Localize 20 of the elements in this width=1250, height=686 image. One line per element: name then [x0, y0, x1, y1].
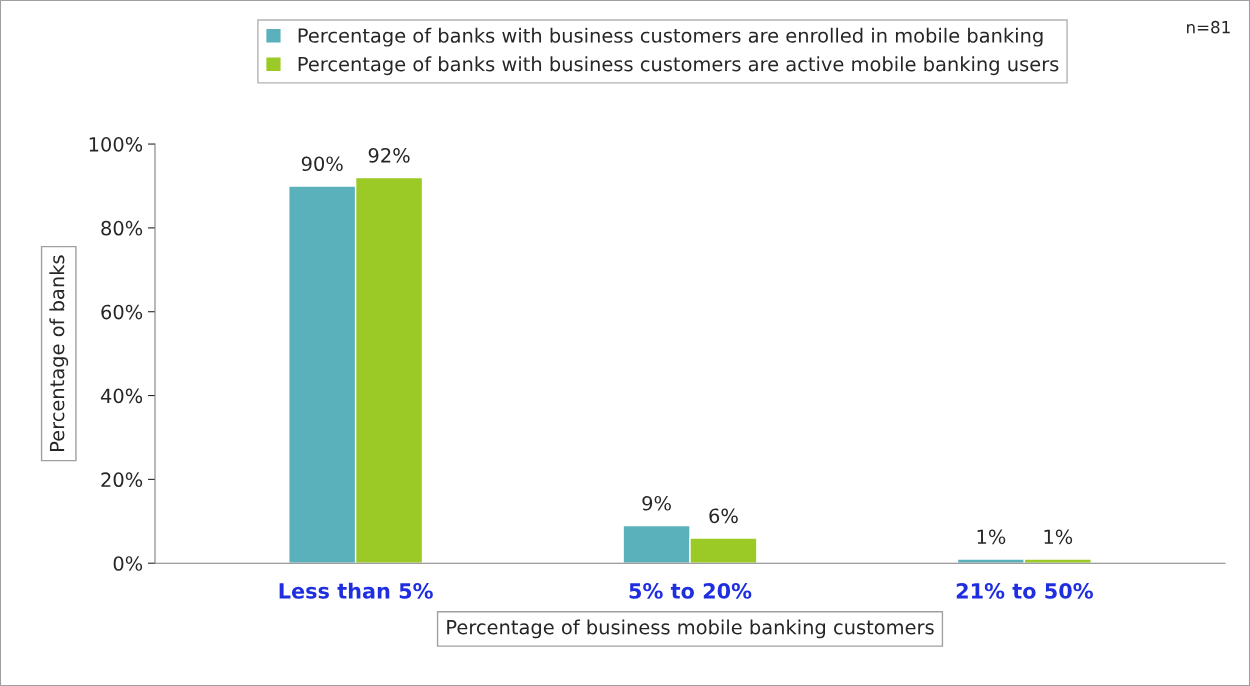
data-label: 90% — [301, 156, 343, 172]
y-tick-label: 40% — [100, 388, 143, 404]
x-tick-label: 21% to 50% — [956, 583, 1093, 599]
data-label: 1% — [1044, 529, 1073, 545]
x-axis-title: Percentage of business mobile banking customers — [447, 619, 934, 639]
y-axis-title: Percentage of banks — [49, 255, 69, 451]
x-tick-label: Less than 5% — [279, 582, 433, 599]
y-tick-label: 100% — [89, 137, 143, 152]
legend-label: Percentage of banks with business customers are enrolled in mobile banking — [298, 27, 1043, 47]
y-tick-label: 60% — [101, 304, 143, 320]
data-label: 92% — [368, 148, 410, 163]
data-label: 6% — [709, 508, 738, 524]
y-tick-label: 20% — [101, 472, 143, 488]
legend-label: Percentage of banks with business customers are active mobile banking users — [298, 56, 1059, 76]
text: n=81 — [1187, 20, 1230, 34]
y-tick-label: 80% — [101, 220, 143, 236]
x-tick-label: 5% to 20% — [629, 583, 752, 599]
data-label: 1% — [977, 529, 1006, 545]
data-label: 9% — [642, 495, 671, 511]
y-tick-label: 0% — [113, 556, 143, 571]
